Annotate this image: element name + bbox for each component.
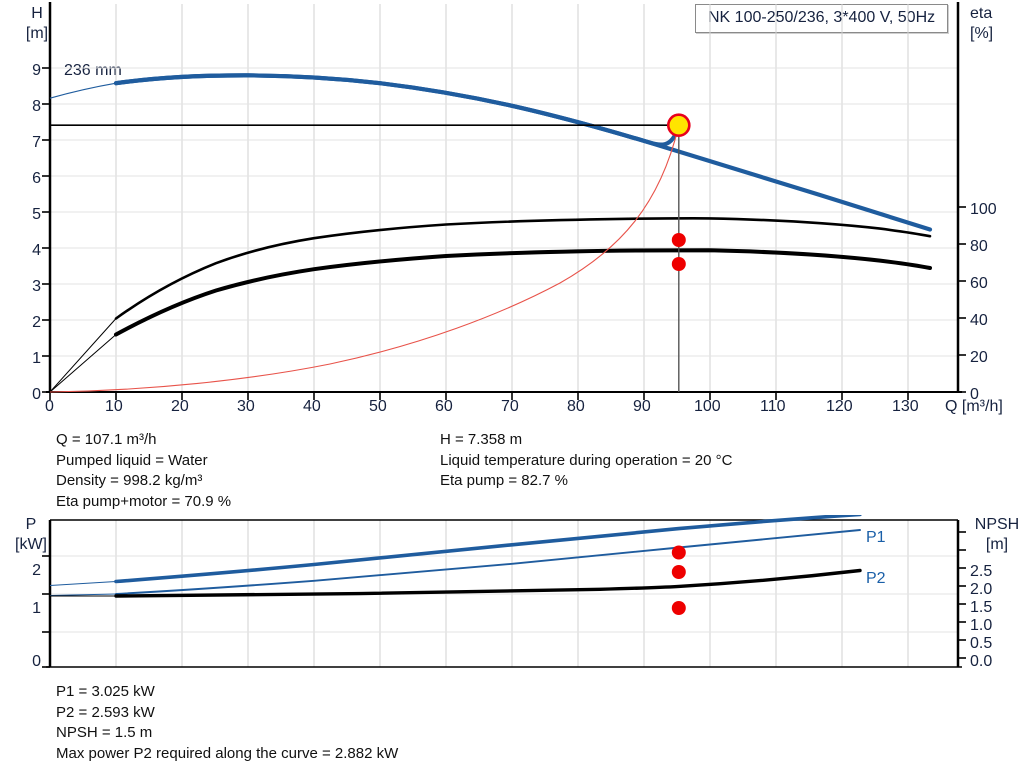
p2-duty-marker <box>671 565 686 579</box>
top-plot-area <box>42 2 966 400</box>
npsh-curve <box>114 568 862 598</box>
info-line-head: H = 7.358 m <box>440 431 523 448</box>
npsh-duty-marker <box>671 601 686 615</box>
info-line-max-power: Max power P2 required along the curve = … <box>56 744 399 762</box>
top-x-axis-ticks <box>49 392 909 400</box>
info-bottom-column: P1 = 3.025 kW P2 = 2.593 kW NPSH = 1.5 m… <box>56 682 398 764</box>
info-top-right-column: H = 7.358 m Liquid temperature during op… <box>440 430 732 492</box>
bottom-y2-tick-labels: 2.5 2.0 1.5 1.0 0.5 0.0 <box>970 563 993 670</box>
top-x-tick-labels: 0 10 20 30 40 50 60 70 80 90 100 110 120… <box>45 398 1003 415</box>
top-horizontal-gridlines <box>50 67 958 357</box>
top-y-axis-title: H [m] <box>25 5 49 42</box>
bottom-plot-area <box>42 515 966 668</box>
info-top-left-column: Q = 107.1 m³/h Pumped liquid = Water Den… <box>56 430 231 512</box>
info-line-flow: Q = 107.1 m³/h <box>56 431 157 448</box>
eta-pump-motor-curve-extension <box>49 334 117 393</box>
p1-duty-marker <box>671 545 686 560</box>
impeller-size-label: 236 mm <box>64 62 122 79</box>
chart-title-box: NK 100-250/236, 3*400 V, 50Hz <box>695 4 949 33</box>
head-curve-extension <box>49 82 117 99</box>
system-curve <box>49 125 680 393</box>
duty-point-marker[interactable] <box>666 113 691 137</box>
eta-pump-curve-extension <box>49 318 117 393</box>
top-y2-tick-labels: 100 80 60 40 20 0 <box>970 201 997 403</box>
top-vertical-gridlines <box>115 4 909 392</box>
bottom-y-tick-labels: 2 1 0 <box>32 562 41 670</box>
head-efficiency-chart: H [m] eta [%] NK 100-250/236, 3*400 V, 5… <box>25 2 1003 415</box>
bottom-y2-axis-ticks <box>958 531 966 659</box>
info-line-eta-pump-motor: Eta pump+motor = 70.9 % <box>56 492 232 510</box>
p2-curve-label: P2 <box>866 570 886 587</box>
p2-curve <box>115 529 861 595</box>
power-npsh-chart: P [kW] NPSH [m] 2 1 0 2.5 2.0 1.5 1.0 0.… <box>0 515 1024 680</box>
info-line-p1: P1 = 3.025 kW <box>56 683 155 700</box>
info-line-p2: P2 = 2.593 kW <box>56 703 155 721</box>
bottom-y-axis-title: P [kW] <box>15 516 47 553</box>
info-line-eta-pump: Eta pump = 82.7 % <box>440 472 568 489</box>
p1-curve-extension <box>49 580 117 587</box>
top-y-axis-ticks <box>42 67 50 393</box>
p2-curve-extension <box>49 593 117 596</box>
info-line-liquid: Pumped liquid = Water <box>56 451 208 469</box>
top-y2-axis-ticks <box>958 206 966 393</box>
eta-pump-motor-curve <box>114 248 932 337</box>
bottom-y2-axis-title: NPSH [m] <box>974 516 1020 553</box>
top-y-tick-labels: 9 8 7 6 5 4 3 2 1 0 <box>32 62 41 403</box>
p1-curve-label: P1 <box>866 529 886 546</box>
p1-curve <box>114 515 862 584</box>
eta-pump-motor-duty-marker <box>671 257 686 271</box>
bottom-y-axis-ticks <box>42 555 50 668</box>
top-y2-axis-title: eta [%] <box>970 5 994 42</box>
eta-pump-duty-marker <box>671 233 686 247</box>
head-curve-main <box>113 73 933 232</box>
info-line-npsh: NPSH = 1.5 m <box>56 724 153 741</box>
info-line-temperature: Liquid temperature during operation = 20… <box>440 451 733 469</box>
info-line-density: Density = 998.2 kg/m³ <box>56 472 203 489</box>
eta-pump-curve <box>114 217 932 320</box>
